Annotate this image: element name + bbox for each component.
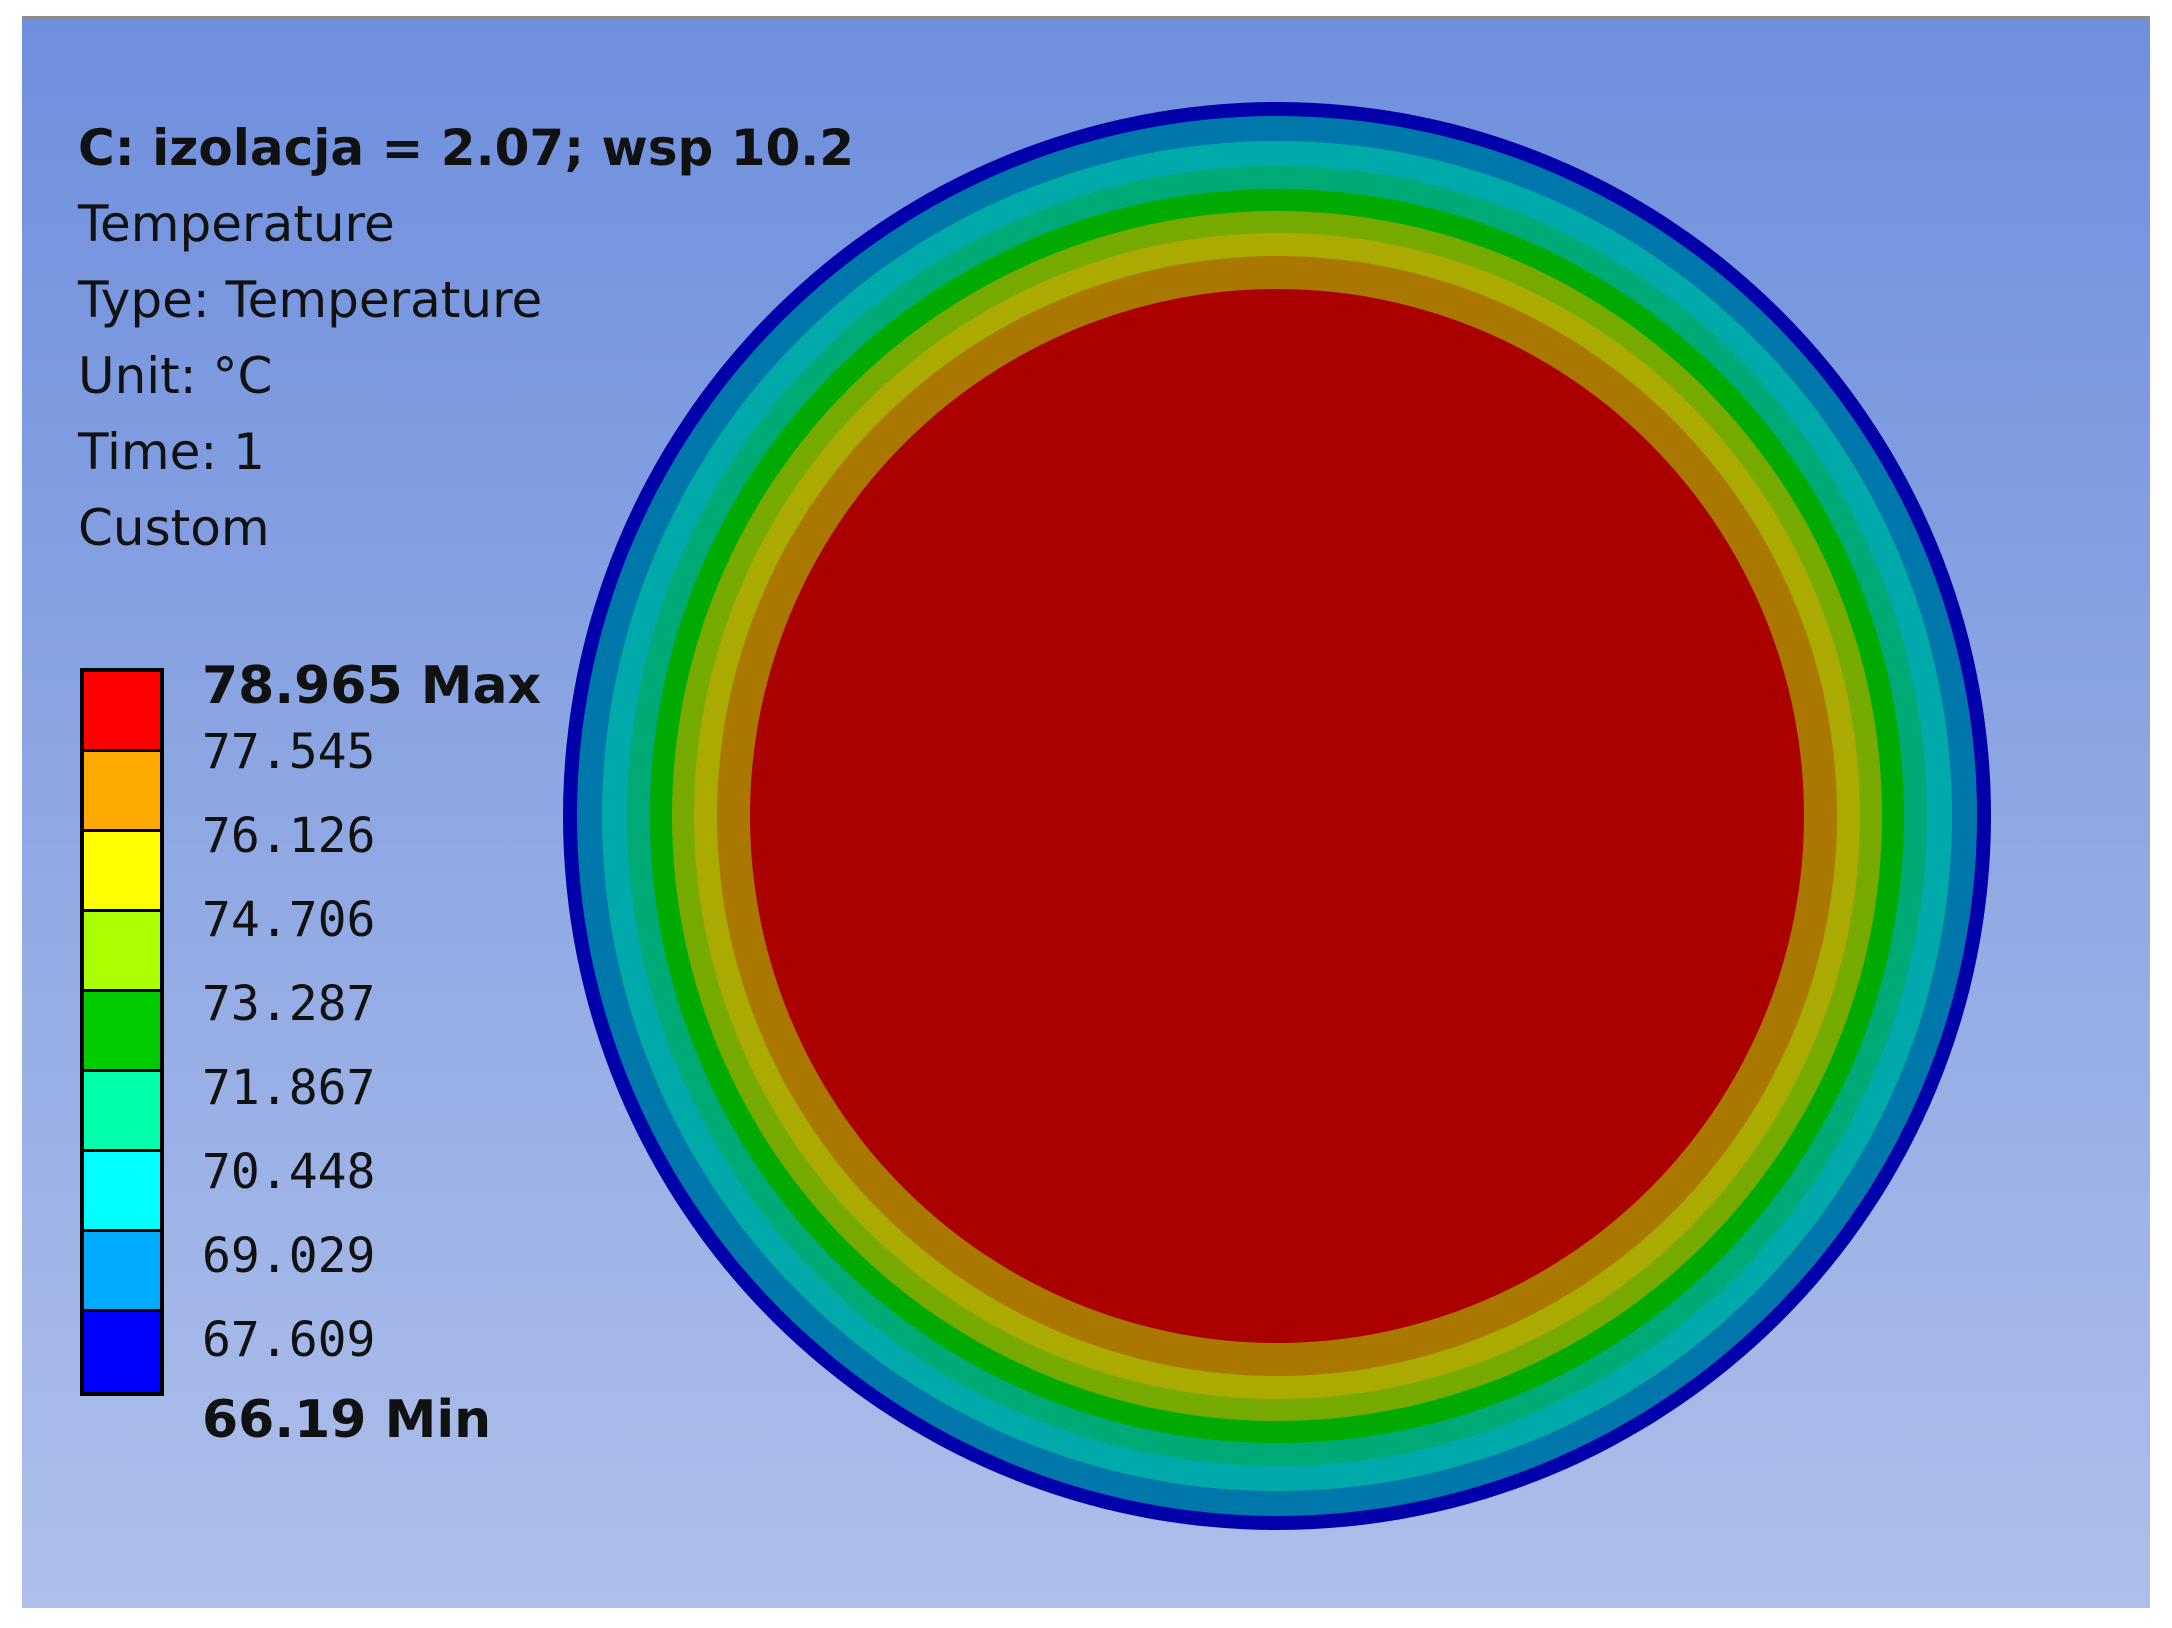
legend-swatch bbox=[84, 1152, 160, 1232]
result-info-block: C: izolacja = 2.07; wsp 10.2 Temperature… bbox=[78, 110, 854, 566]
legend-level-label: 74.706 bbox=[202, 892, 376, 948]
legend-swatch bbox=[84, 752, 160, 832]
contour-band bbox=[750, 289, 1804, 1343]
legend-level-label: 76.126 bbox=[202, 808, 376, 864]
result-name: Temperature bbox=[78, 195, 395, 253]
legend-swatch bbox=[84, 672, 160, 752]
graphics-viewport[interactable]: C: izolacja = 2.07; wsp 10.2 Temperature… bbox=[22, 16, 2150, 1608]
legend-swatch bbox=[84, 992, 160, 1072]
result-mode: Custom bbox=[78, 499, 270, 557]
analysis-title: C: izolacja = 2.07; wsp 10.2 bbox=[78, 119, 855, 177]
legend-swatch bbox=[84, 832, 160, 912]
temperature-contour-rings bbox=[563, 102, 1991, 1530]
legend-min-label: 66.19 Min bbox=[202, 1390, 492, 1450]
legend-level-label: 70.448 bbox=[202, 1144, 376, 1200]
legend-level-label: 77.545 bbox=[202, 724, 376, 780]
legend-swatch bbox=[84, 1232, 160, 1312]
contour-plot[interactable] bbox=[22, 20, 2150, 1608]
result-unit: Unit: °C bbox=[78, 347, 273, 405]
legend-level-label: 69.029 bbox=[202, 1228, 376, 1284]
result-time: Time: 1 bbox=[78, 423, 265, 481]
legend-level-label: 67.609 bbox=[202, 1312, 376, 1368]
legend-swatch bbox=[84, 1072, 160, 1152]
legend-swatch bbox=[84, 912, 160, 992]
result-type: Type: Temperature bbox=[78, 271, 543, 329]
legend-level-label: 71.867 bbox=[202, 1060, 376, 1116]
legend-level-label: 73.287 bbox=[202, 976, 376, 1032]
legend-swatch bbox=[84, 1312, 160, 1392]
legend-max-label: 78.965 Max bbox=[202, 656, 542, 716]
legend-color-bar bbox=[80, 668, 164, 1396]
